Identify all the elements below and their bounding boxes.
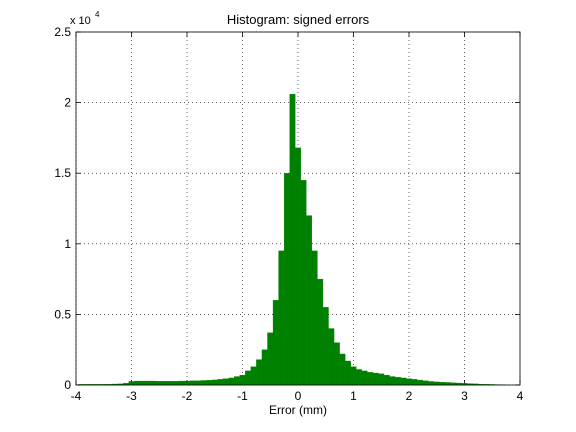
chart-title: Histogram: signed errors [227, 12, 370, 27]
bar [261, 349, 268, 386]
x-tick-label: -3 [126, 389, 137, 403]
bar [222, 378, 229, 386]
bar [245, 370, 251, 386]
bar [150, 380, 157, 386]
bar [350, 366, 357, 386]
y-tick-label: 1 [64, 237, 71, 251]
bar [322, 307, 329, 386]
bar [439, 382, 446, 386]
bar [267, 332, 274, 386]
bar [328, 328, 335, 386]
y-multiplier: x 10 [70, 15, 91, 27]
x-tick-label: 3 [461, 389, 468, 403]
y-tick-label: 0 [64, 378, 71, 392]
bar [145, 380, 152, 386]
bar [239, 374, 246, 386]
bar [356, 369, 362, 386]
bar [367, 372, 374, 386]
y-tick-label: 2.5 [54, 25, 71, 39]
bar [206, 380, 213, 386]
bar [128, 381, 135, 386]
bar [134, 380, 140, 386]
bar [372, 372, 379, 386]
bar [172, 381, 179, 386]
bar [234, 376, 240, 386]
bar [195, 380, 202, 386]
bar [345, 360, 351, 386]
bar [250, 366, 257, 386]
x-tick-label: 0 [295, 389, 302, 403]
x-tick-label: -1 [237, 389, 248, 403]
bar [189, 380, 196, 386]
bar [411, 379, 418, 386]
bar [333, 342, 340, 386]
x-tick-label: 4 [517, 389, 524, 403]
y-tick-label: 0.5 [54, 307, 71, 321]
bar [433, 381, 440, 386]
bar [272, 300, 279, 386]
bar [178, 380, 185, 386]
bar [184, 380, 190, 386]
bar [389, 376, 396, 386]
bar [211, 379, 218, 386]
bar [394, 377, 401, 386]
bar [378, 373, 385, 386]
bar [278, 250, 285, 386]
y-tick-label: 1.5 [54, 166, 71, 180]
bar [256, 359, 263, 386]
x-tick-label: 2 [406, 389, 413, 403]
x-tick-label: 1 [350, 389, 357, 403]
bar [317, 278, 324, 386]
bar [422, 380, 429, 386]
bar [406, 378, 412, 386]
bar [156, 381, 163, 386]
bar [283, 173, 290, 386]
bar [428, 381, 435, 386]
bar [139, 380, 146, 386]
bar [167, 381, 174, 386]
bar [383, 374, 390, 386]
bar [289, 93, 296, 386]
x-tick-label: -2 [182, 389, 193, 403]
bar [339, 353, 346, 386]
y-tick-label: 2 [64, 96, 71, 110]
y-multiplier-exponent: 4 [95, 10, 100, 19]
bar [228, 377, 235, 386]
bar [295, 147, 301, 386]
bar [300, 180, 307, 386]
axes-box [75, 31, 521, 386]
bar [217, 379, 224, 386]
bar [400, 377, 407, 386]
bar [361, 370, 368, 386]
bar [311, 250, 318, 386]
x-axis-label: Error (mm) [269, 403, 327, 417]
bar [161, 381, 168, 386]
x-tick-label: -4 [71, 389, 82, 403]
bar [306, 215, 313, 386]
bar [417, 379, 424, 386]
bar [200, 380, 207, 386]
